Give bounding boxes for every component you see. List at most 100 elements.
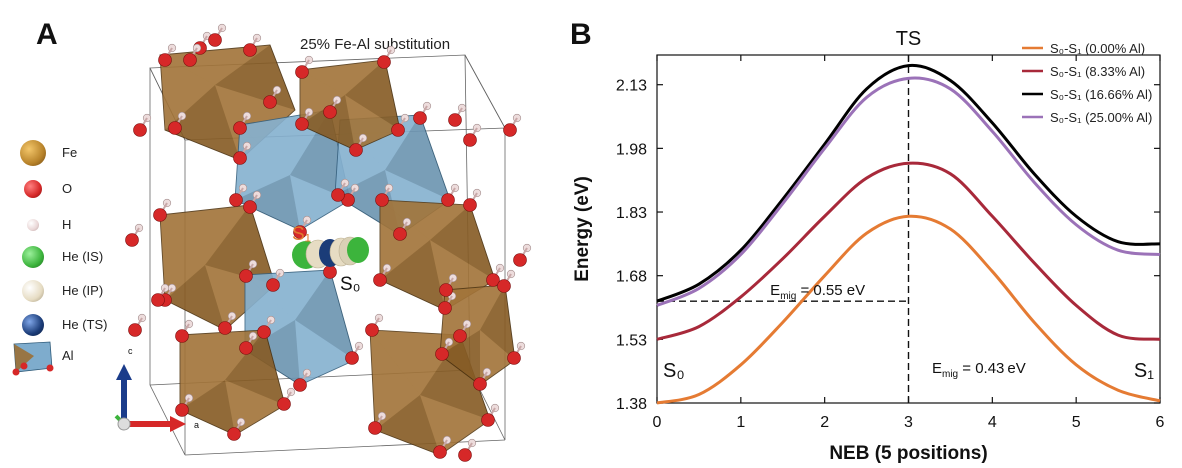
oxygen-atom — [377, 55, 391, 69]
octahedron-facet — [180, 335, 225, 410]
series-line-2 — [656, 63, 1161, 303]
oxygen-atom — [393, 227, 407, 241]
y-tick-label: 1.38 — [616, 396, 647, 413]
octahedron-facet — [160, 205, 250, 265]
oxygen-atom — [266, 278, 280, 292]
legend-item-fe: Fe — [14, 140, 144, 168]
octahedron-facet — [345, 95, 400, 150]
legend-label-0: S₀-S₁ (0.00% Al) — [1050, 41, 1145, 56]
oxygen-atom — [323, 105, 337, 119]
axis-label-a: a — [194, 420, 199, 430]
axis-ticks: 0 1 2 3 4 5 6 1.38 1.53 1.68 1.83 1.98 2.13 — [616, 55, 1165, 431]
oxygen-atom — [295, 65, 309, 79]
octahedron-facet — [370, 330, 460, 395]
legend-label-2: S₀-S₁ (16.66% Al) — [1050, 87, 1152, 102]
oxygen-atom — [239, 341, 253, 355]
legend-item-h: H — [14, 212, 144, 240]
oxygen-atom — [513, 253, 527, 267]
oxygen-atom — [277, 397, 291, 411]
octahedron-facet — [380, 240, 445, 310]
octahedron-facet — [295, 320, 355, 385]
legend-item-he-is: He (IS) — [14, 244, 144, 272]
octahedron-facet — [420, 395, 490, 455]
oxygen-atom — [458, 448, 472, 462]
oxygen-atom — [463, 133, 477, 147]
octahedron-facet — [295, 270, 355, 360]
octahedron-facet — [235, 175, 300, 230]
octahedron-facet — [380, 200, 430, 280]
octahedron-fe — [299, 59, 401, 151]
oxygen-atom — [263, 95, 277, 109]
octahedron-facet — [370, 330, 420, 430]
oxygen-atom — [365, 323, 379, 337]
crystal-axes-icon: c a — [114, 346, 199, 432]
oxygen-atom — [375, 193, 389, 207]
octahedron-facet — [480, 285, 515, 360]
oxygen-atom — [227, 427, 241, 441]
octahedron-facet — [380, 200, 470, 240]
series-lines — [656, 63, 1161, 405]
axis-label-c: c — [128, 346, 133, 356]
octahedron-facet — [445, 285, 505, 330]
oxygen-atom — [435, 347, 449, 361]
x-tick-label: 1 — [736, 414, 745, 431]
site-label-s1: S₁ — [292, 224, 311, 245]
oxygen-atom — [208, 33, 222, 47]
oxygen-atom — [473, 377, 487, 391]
oxygen-atom — [441, 193, 455, 207]
octahedron-facet — [245, 320, 300, 385]
oxygen-atom — [438, 301, 452, 315]
octahedron-facet — [160, 55, 215, 130]
legend-label-3: S₀-S₁ (25.00% Al) — [1050, 110, 1152, 125]
oxygen-atom — [218, 321, 232, 335]
y-tick-label: 1.98 — [616, 141, 647, 158]
legend-item-he-ts: He (TS) — [14, 312, 144, 340]
y-tick-label: 1.53 — [616, 332, 647, 349]
y-tick-label: 1.83 — [616, 205, 647, 222]
oxygen-atom — [293, 378, 307, 392]
x-tick-label: 0 — [653, 414, 662, 431]
octahedron-facet — [300, 95, 355, 150]
he-ip-sphere-icon — [22, 280, 44, 302]
annotation-s1: S₁ — [1134, 360, 1154, 382]
oxygen-atom — [331, 188, 345, 202]
octahedron-facet — [165, 265, 225, 330]
oxygen-atom — [295, 117, 309, 131]
oxygen-atom — [413, 111, 427, 125]
crystal-structure-illustration: S₁ S₀ c a — [114, 23, 532, 462]
panel-b-letter: B — [570, 18, 592, 51]
oxygen-atom — [183, 53, 197, 67]
x-axis-label: NEB (5 positions) — [829, 443, 987, 464]
oxygen-atom — [257, 325, 271, 339]
oxygen-atom — [368, 421, 382, 435]
y-axis-label: Energy (eV) — [572, 176, 593, 282]
legend-item-he-ip: He (IP) — [14, 278, 144, 306]
plot-border — [656, 54, 1161, 404]
y-tick-label: 1.68 — [616, 269, 647, 286]
oxygen-atom — [243, 200, 257, 214]
annotation-s0: S₀ — [663, 360, 685, 382]
al-octahedron-icon — [12, 341, 54, 376]
oxygen-atom — [233, 121, 247, 135]
oxygen-atom — [175, 403, 189, 417]
chart-legend: S₀-S₁ (0.00% Al) S₀-S₁ (8.33% Al) S₀-S₁ (1… — [1022, 41, 1152, 125]
oxygen-atom — [125, 233, 139, 247]
reference-lines — [657, 55, 910, 403]
oxygen-atom — [175, 329, 189, 343]
oxygen-atom — [128, 323, 142, 337]
atoms-layer — [125, 23, 532, 462]
octahedron-facet — [440, 330, 480, 385]
octahedron-facet — [165, 85, 240, 160]
he-final-atom — [347, 237, 369, 263]
octahedron-facet — [290, 175, 350, 230]
annotation-emig-low: Emig = 0.43 eV — [932, 360, 1026, 380]
oxygen-atom — [168, 121, 182, 135]
legend-item-o: O — [14, 176, 144, 204]
oxygen-atom — [243, 43, 257, 57]
fe-sphere-icon — [20, 140, 46, 166]
x-tick-label: 2 — [820, 414, 829, 431]
structure-title: 25% Fe-Al substitution — [300, 36, 451, 53]
octahedron-facet — [375, 395, 440, 455]
octahedron-facet — [205, 205, 275, 285]
octahedron-fe — [179, 329, 286, 436]
